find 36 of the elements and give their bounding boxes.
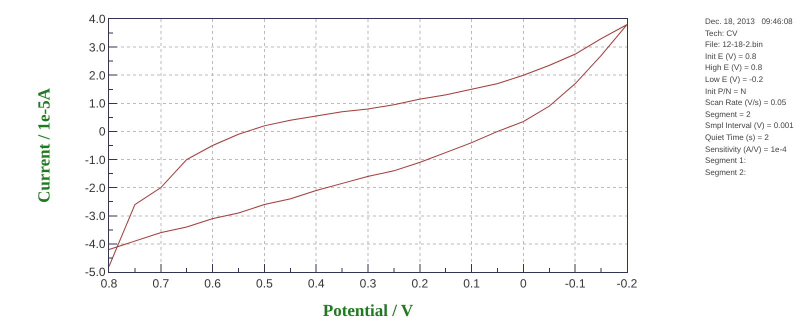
text: Init P/N = N — [705, 87, 746, 96]
y-tick-label: 2.0 — [88, 68, 106, 82]
text: Low E (V) = -0.2 — [705, 75, 764, 84]
text: Scan Rate (V/s) = 0.05 — [705, 98, 787, 107]
x-tick-label: 0.4 — [308, 276, 325, 290]
text: Segment 2: — [705, 168, 746, 177]
x-tick-label: 0.6 — [204, 276, 222, 290]
line-series — [109, 24, 627, 267]
text: Sensitivity (A/V) = 1e-4 — [705, 145, 788, 154]
x-axis-title: Potential / V — [322, 300, 414, 320]
text: Smpl Interval (V) = 0.001 — [705, 121, 794, 130]
y-tick-label: 3.0 — [88, 40, 106, 54]
text: Dec. 18, 2013 09:46:08 — [705, 17, 794, 26]
x-tick-label: 0.7 — [152, 276, 170, 290]
x-tick-label: -0.2 — [616, 276, 638, 290]
x-tick-label: 0.3 — [360, 276, 377, 290]
y-tick-label: -2.0 — [84, 180, 106, 195]
text: Init E (V) = 0.8 — [705, 52, 757, 61]
x-tick-label: -0.1 — [564, 276, 586, 290]
y-tick-label: -4.0 — [84, 237, 106, 252]
y-tick-label: 4.0 — [88, 12, 106, 26]
text: Segment 1: — [705, 156, 746, 165]
text: Tech: CV — [705, 29, 738, 38]
y-tick-label: -3.0 — [84, 208, 106, 223]
y-axis-title: Current / 1e-5A — [34, 87, 54, 203]
y-tick-label: 1.0 — [88, 96, 106, 111]
text: File: 12-18-2.bin — [705, 40, 763, 49]
y-tick-label: -1.0 — [84, 152, 106, 167]
text: High E (V) = 0.8 — [705, 63, 763, 72]
y-tick-label: 0 — [98, 124, 106, 139]
text: Quiet Time (s) = 2 — [705, 133, 770, 142]
x-tick-label: 0.2 — [411, 276, 428, 290]
text: Segment = 2 — [705, 110, 752, 119]
x-tick-label: 0.5 — [256, 276, 274, 290]
x-tick-label: 0 — [520, 276, 528, 290]
x-tick-label: 0.1 — [463, 276, 480, 290]
